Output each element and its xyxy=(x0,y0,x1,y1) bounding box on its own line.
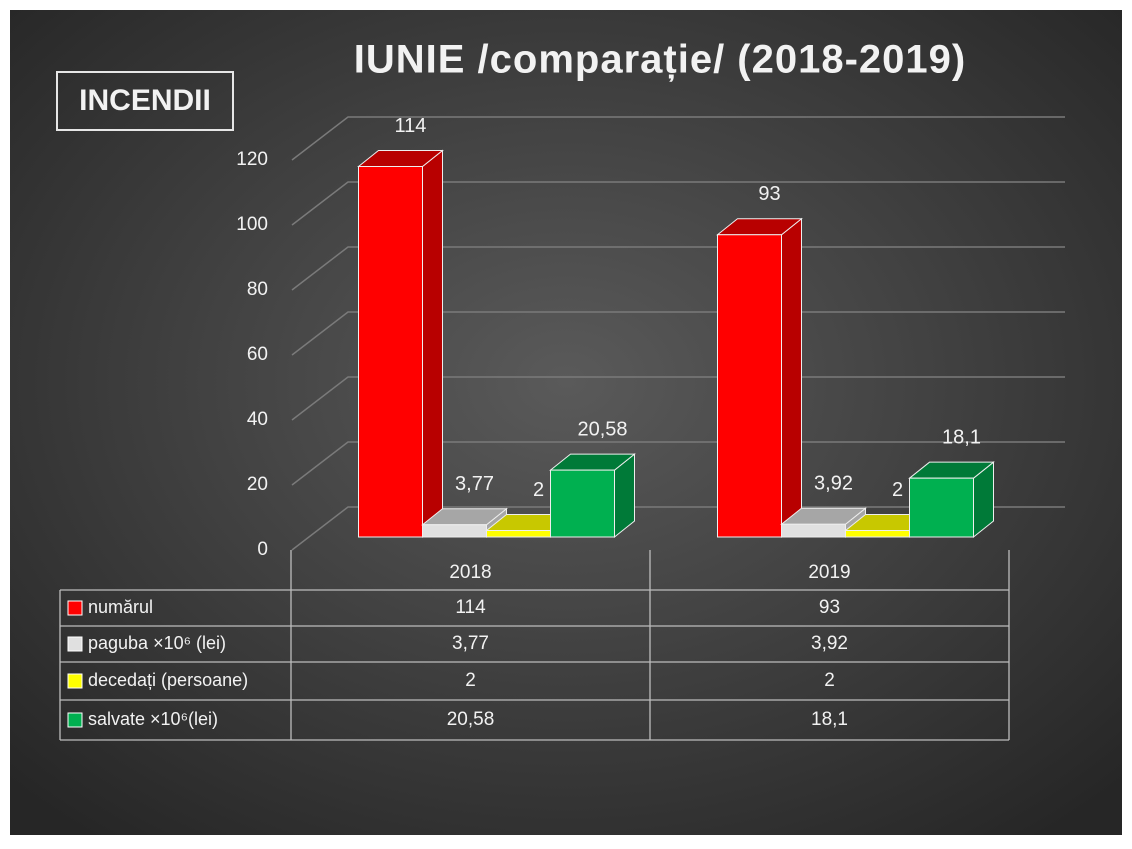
y-tick-label: 120 xyxy=(236,149,268,170)
data-label: 2 xyxy=(892,479,903,501)
table-cell: 114 xyxy=(455,597,486,618)
label-box xyxy=(56,71,234,131)
grid-line xyxy=(291,246,1065,291)
x-tick-label: 2019 xyxy=(808,562,850,583)
background xyxy=(10,10,1122,835)
bar xyxy=(845,530,910,538)
bar xyxy=(909,477,974,538)
label-box-text: INCENDII xyxy=(79,84,211,117)
bar xyxy=(486,530,551,538)
legend-label: decedați (persoane) xyxy=(88,670,248,690)
table-cell: 20,58 xyxy=(447,709,495,730)
y-tick-label: 20 xyxy=(247,474,268,495)
bar xyxy=(422,524,487,538)
table-cell: 18,1 xyxy=(811,709,848,730)
grid-line xyxy=(291,116,1065,161)
table-cell: 93 xyxy=(819,597,840,618)
grid-line xyxy=(291,441,1065,486)
bar xyxy=(781,523,846,538)
grid-line xyxy=(291,376,1065,421)
data-label: 3,92 xyxy=(814,473,853,495)
bar xyxy=(550,469,615,538)
data-label: 3,77 xyxy=(455,473,494,495)
legend-swatch xyxy=(67,673,83,689)
data-label: 2 xyxy=(533,479,544,501)
legend-label: salvate ×10⁶(lei) xyxy=(88,709,218,729)
table-cell: 3,92 xyxy=(811,633,848,654)
grid-line xyxy=(291,311,1065,356)
y-tick-label: 60 xyxy=(247,344,268,365)
bar xyxy=(358,166,423,538)
bar-side xyxy=(781,217,802,539)
bar-side xyxy=(422,149,443,539)
legend-swatch xyxy=(67,712,83,728)
data-label: 93 xyxy=(758,183,780,205)
legend-swatch xyxy=(67,600,83,616)
bar xyxy=(717,234,782,538)
data-label: 18,1 xyxy=(942,426,981,448)
y-tick-label: 100 xyxy=(236,214,268,235)
grid-line xyxy=(291,506,1065,551)
y-tick-label: 0 xyxy=(257,539,268,560)
y-tick-label: 40 xyxy=(247,409,268,430)
legend-label: paguba ×10⁶ (lei) xyxy=(88,633,226,653)
table-cell: 2 xyxy=(465,670,476,691)
legend-label: numărul xyxy=(88,597,153,617)
data-label: 114 xyxy=(395,115,427,137)
legend-swatch xyxy=(67,636,83,652)
grid-line xyxy=(291,181,1065,226)
data-label: 20,58 xyxy=(577,418,627,440)
table-cell: 2 xyxy=(824,670,835,691)
x-tick-label: 2018 xyxy=(449,562,491,583)
table-cell: 3,77 xyxy=(452,633,489,654)
y-tick-label: 80 xyxy=(247,279,268,300)
chart-title: IUNIE /comparație/ (2018-2019) xyxy=(354,38,966,82)
